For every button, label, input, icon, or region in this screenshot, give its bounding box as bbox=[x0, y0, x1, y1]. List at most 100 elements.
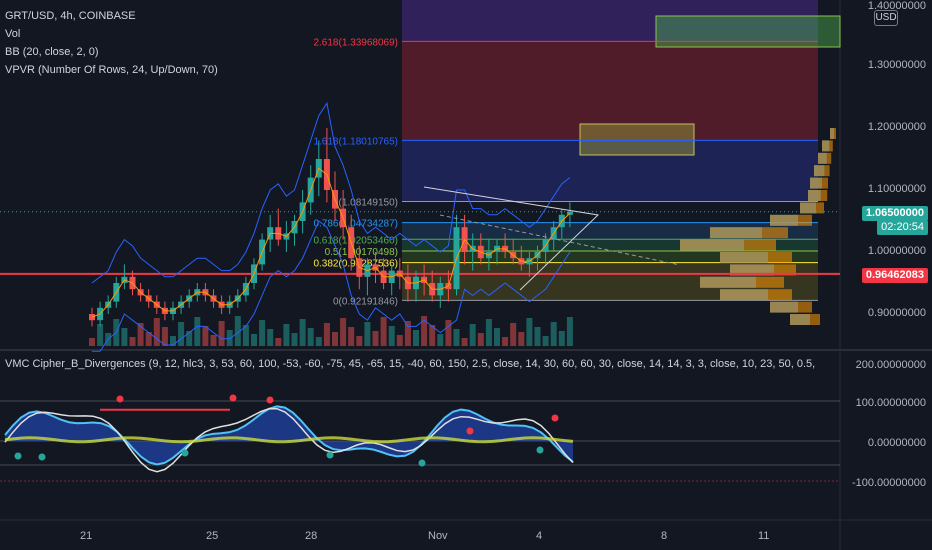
volume-bar bbox=[356, 336, 363, 346]
volume-bar bbox=[477, 333, 484, 346]
volume-bar bbox=[121, 328, 128, 346]
sell-signal-dot bbox=[116, 395, 124, 403]
chart-symbol-title[interactable]: GRT/USD, 4h, COINBASE bbox=[5, 10, 136, 22]
volume-profile-bar bbox=[770, 301, 812, 313]
volume-bar bbox=[518, 332, 525, 346]
oscillator-axis-label: 0.00000000 bbox=[867, 437, 926, 449]
volume-profile-bar bbox=[808, 190, 828, 201]
volume-bar bbox=[145, 332, 152, 346]
oscillator-axis-label: -100.00000000 bbox=[851, 477, 926, 489]
volume-profile-bar bbox=[710, 227, 788, 239]
volume-bar bbox=[275, 338, 282, 346]
volume-bar bbox=[291, 333, 298, 346]
bollinger-upper-band bbox=[91, 101, 571, 284]
volume-profile-bar bbox=[822, 140, 833, 152]
wave-trend-2 bbox=[4, 407, 574, 473]
price-axis-label: 1.10000000 bbox=[867, 183, 926, 195]
price-axis-top-label: 1.40000000 bbox=[867, 0, 926, 12]
fib-band bbox=[402, 250, 818, 263]
fib-level-label: 0.618(1.02053460) bbox=[313, 235, 398, 246]
volume-bar bbox=[332, 332, 338, 346]
wave-trend-area bbox=[5, 406, 573, 465]
sell-signal-dot bbox=[229, 394, 237, 402]
volume-bar bbox=[550, 322, 557, 346]
volume-profile-bar bbox=[770, 214, 812, 226]
indicator-vpvr-label[interactable]: VPVR (Number Of Rows, 24, Up/Down, 70) bbox=[5, 64, 218, 76]
fib-level-label: 1(1.08149150) bbox=[333, 197, 398, 208]
volume-bar bbox=[413, 330, 419, 346]
take-profit-box bbox=[655, 15, 841, 48]
fib-level-label: 2.618(1.33968069) bbox=[313, 37, 398, 48]
volume-bar bbox=[388, 326, 395, 346]
volume-bar bbox=[348, 327, 355, 346]
buy-signal-dot bbox=[326, 451, 334, 459]
volume-bar bbox=[259, 320, 266, 346]
volume-bar bbox=[267, 329, 274, 346]
volume-bar bbox=[404, 321, 411, 346]
last-price-tag: 1.06500000 bbox=[861, 206, 928, 221]
volume-bar bbox=[340, 318, 347, 346]
volume-bar bbox=[542, 336, 549, 346]
buy-signal-dot bbox=[181, 449, 189, 457]
volume-bar bbox=[461, 338, 468, 346]
volume-bar bbox=[502, 337, 509, 346]
buy-signal-dot bbox=[14, 452, 22, 460]
buy-signal-dot bbox=[536, 446, 544, 454]
volume-bar bbox=[421, 316, 428, 346]
volume-bar bbox=[97, 324, 104, 346]
volume-bar bbox=[534, 327, 541, 346]
volume-bar bbox=[153, 318, 160, 346]
volume-bar bbox=[194, 317, 201, 346]
buy-signal-dot bbox=[418, 459, 426, 467]
sell-signal-dot bbox=[551, 414, 559, 422]
volume-bar bbox=[494, 328, 500, 346]
volume-profile-bar bbox=[810, 177, 828, 189]
volume-profile-bar bbox=[790, 314, 820, 325]
bar-countdown-tag: 02:20:54 bbox=[877, 220, 928, 235]
volume-bar bbox=[510, 323, 517, 346]
date-axis-label: 11 bbox=[758, 530, 770, 542]
volume-bar bbox=[242, 325, 249, 346]
volume-bar bbox=[234, 316, 241, 346]
date-axis-label: 8 bbox=[661, 530, 668, 542]
fib-band bbox=[402, 239, 818, 251]
date-axis-label: 25 bbox=[206, 530, 219, 542]
volume-bar bbox=[202, 326, 209, 346]
volume-bar bbox=[558, 331, 565, 346]
volume-bar bbox=[485, 319, 492, 346]
volume-bar bbox=[429, 325, 436, 346]
volume-profile-bar bbox=[830, 128, 836, 139]
volume-bar bbox=[396, 335, 403, 346]
volume-bar bbox=[89, 338, 95, 346]
target-zone-purple bbox=[402, 0, 818, 42]
volume-bar bbox=[170, 336, 176, 346]
fib-level-label: 0.382(0.98287536) bbox=[313, 259, 398, 270]
horizontal-line-price-tag: 0.96462083 bbox=[861, 268, 928, 283]
take-profit-box bbox=[579, 123, 695, 156]
sell-signal-dot bbox=[466, 427, 474, 435]
indicator-bb-label[interactable]: BB (20, close, 2, 0) bbox=[5, 46, 99, 58]
fib-level-label: 0.786(1.04734287) bbox=[313, 219, 398, 230]
volume-bar bbox=[178, 322, 185, 346]
volume-bar bbox=[526, 318, 533, 346]
oscillator-indicator-label[interactable]: VMC Cipher_B_Divergences (9, 12, hlc3, 3… bbox=[5, 358, 816, 370]
fib-level-label: 1.618(1.18010765) bbox=[313, 136, 398, 147]
volume-profile-bar bbox=[680, 239, 776, 251]
volume-bar bbox=[299, 319, 306, 346]
sell-signal-dot bbox=[266, 396, 274, 404]
date-axis-label: 21 bbox=[80, 530, 93, 542]
volume-bar bbox=[137, 323, 144, 346]
projection-line bbox=[439, 214, 681, 266]
volume-bar bbox=[218, 321, 225, 346]
oscillator-axis-label: 200.00000000 bbox=[855, 359, 926, 371]
date-axis-label: 4 bbox=[536, 530, 543, 542]
indicator-vol-label[interactable]: Vol bbox=[5, 28, 21, 40]
price-axis-label: 1.00000000 bbox=[867, 245, 926, 257]
currency-button[interactable]: USD bbox=[874, 10, 898, 26]
volume-bar bbox=[129, 337, 136, 346]
bollinger-basis bbox=[91, 167, 571, 318]
volume-bar bbox=[315, 337, 322, 346]
volume-bar bbox=[161, 327, 168, 346]
bollinger-lower-band bbox=[92, 220, 571, 352]
